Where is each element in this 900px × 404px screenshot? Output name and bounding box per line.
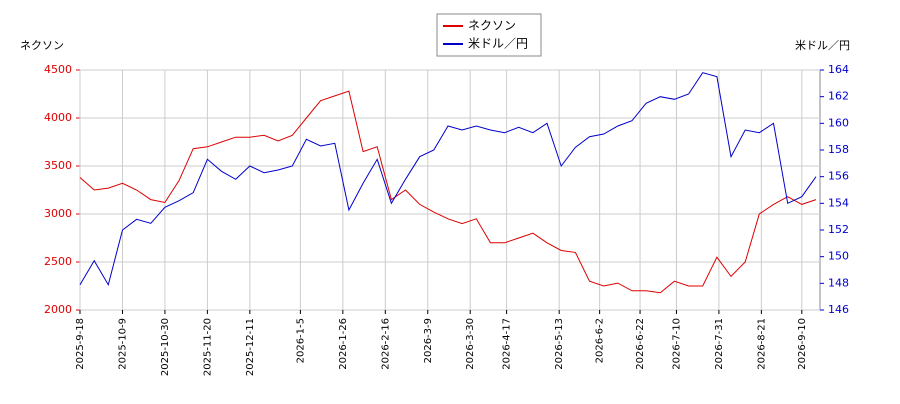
x-tick-label: 2026-4-17 [502,318,513,370]
x-tick-label: 2026-8-21 [756,318,767,370]
y2-tick-label: 160 [828,116,849,129]
legend [436,13,542,57]
y2-tick-label: 148 [828,276,849,289]
y2-axis-label: 米ドル／円 [795,39,850,52]
y2-tick-label: 152 [828,223,849,236]
x-tick-label: 2026-2-16 [380,318,391,370]
x-tick-label: 2026-5-13 [554,318,565,370]
x-tick-label: 2026-6-22 [635,318,646,370]
y2-tick-label: 150 [828,250,849,263]
x-tick-label: 2026-6-2 [595,318,606,363]
x-tick-label: 2026-3-30 [465,318,476,370]
y2-tick-label: 164 [828,63,849,76]
series-line [79,72,817,286]
legend-label: 米ドル／円 [468,37,528,51]
x-tick-label: 2025-9-18 [75,318,86,370]
y2-tick-label: 146 [828,303,849,316]
y2-tick-label: 162 [828,90,849,103]
y2-tick-label: 158 [828,143,849,156]
x-tick-label: 2026-1-5 [295,318,306,363]
x-tick-label: 2026-3-9 [423,318,434,363]
x-tick-label: 2025-11-20 [202,318,213,376]
x-tick-label: 2026-7-31 [714,318,725,370]
y-tick-label: 4000 [44,111,72,124]
x-tick-label: 2025-10-30 [160,318,171,376]
x-tick-label: 2025-12-11 [245,318,256,376]
series-line [79,90,817,294]
y-tick-label: 2000 [44,303,72,316]
x-tick-label: 2025-10-9 [117,318,128,370]
x-tick-label: 2026-1-26 [338,318,349,370]
x-tick-label: 2026-9-10 [797,318,808,370]
x-tick-label: 2026-7-10 [671,318,682,370]
y-tick-label: 2500 [44,255,72,268]
y-axis-label: ネクソン [20,39,64,52]
legend-label: ネクソン [468,19,516,33]
y-tick-label: 3500 [44,159,72,172]
y2-tick-label: 156 [828,170,849,183]
y2-tick-label: 154 [828,196,849,209]
y-tick-label: 3000 [44,207,72,220]
y-tick-label: 4500 [44,63,72,76]
